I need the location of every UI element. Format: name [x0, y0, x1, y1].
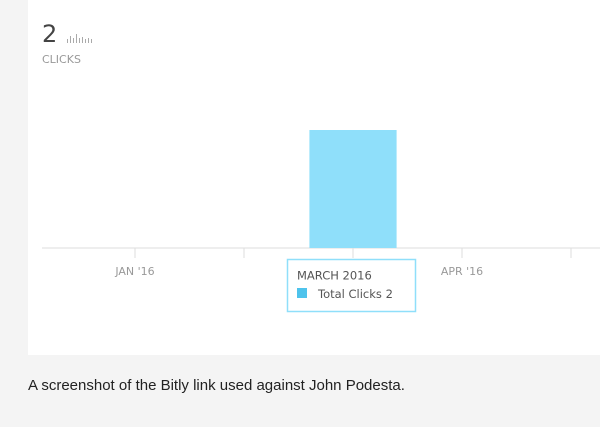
tooltip: MARCH 2016 Total Clicks 2 — [286, 258, 417, 313]
bar — [309, 130, 397, 248]
tooltip-value: 2 — [386, 287, 393, 301]
tooltip-box — [286, 258, 417, 313]
total-label: CLICKS — [42, 53, 81, 66]
legend-swatch — [297, 288, 307, 298]
x-tick-label: APR '16 — [441, 265, 483, 278]
legend-label: Total Clicks — [317, 287, 382, 301]
x-tick-label: JAN '16 — [114, 265, 154, 278]
tooltip-title: MARCH 2016 — [297, 269, 372, 283]
chart: 2 CLICKS JAN '16 APR '16 MARCH 2016 Total C… — [42, 20, 600, 313]
caption: A screenshot of the Bitly link used agai… — [28, 377, 405, 394]
total-clicks: 2 — [42, 20, 57, 48]
clicks-icon — [67, 34, 92, 43]
tooltip-entry: Total Clicks 2 — [317, 287, 393, 301]
